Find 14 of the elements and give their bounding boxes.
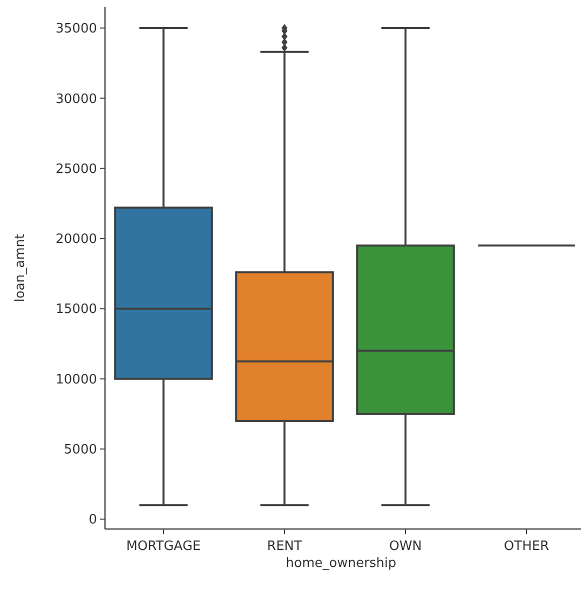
y-tick-label: 0	[88, 512, 97, 528]
x-tick-label: OTHER	[504, 539, 550, 554]
y-tick-label: 30000	[56, 92, 97, 107]
y-axis-title: loan_amnt	[13, 234, 28, 302]
x-axis-title: home_ownership	[286, 556, 396, 571]
x-tick-label: RENT	[267, 539, 302, 554]
x-tick-label: OWN	[389, 539, 422, 554]
y-tick-label: 15000	[56, 302, 97, 318]
y-tick-label: 10000	[56, 372, 97, 388]
y-tick-label: 20000	[56, 232, 97, 248]
x-tick-label: MORTGAGE	[126, 539, 201, 554]
y-tick-label: 25000	[56, 162, 97, 177]
y-tick-label: 35000	[56, 22, 97, 37]
y-tick-label: 5000	[64, 442, 97, 458]
